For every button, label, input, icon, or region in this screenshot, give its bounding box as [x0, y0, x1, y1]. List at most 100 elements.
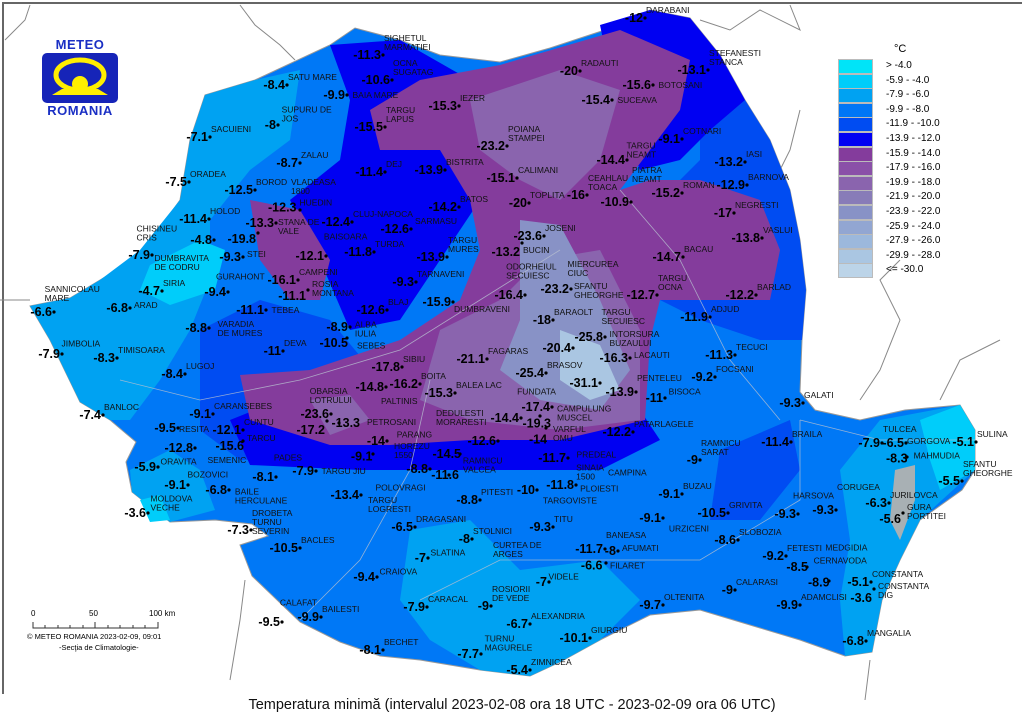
- station-name: BUCIN: [523, 245, 549, 255]
- station-name: BOROD: [256, 177, 287, 187]
- station: -14 SINAIA 1500: [529, 426, 604, 482]
- station: -13.4 TARGU LOGRESTI: [331, 488, 411, 514]
- station-name: BATOS: [460, 194, 488, 204]
- station-value: -8: [605, 544, 616, 558]
- station-value: -9.1: [658, 132, 680, 146]
- station: -12.3 HUEDIN: [268, 197, 332, 214]
- station-dot: [375, 575, 379, 579]
- station-value: -3.6: [124, 506, 146, 520]
- station-dot: [745, 183, 749, 187]
- station-name: BAILESTI: [322, 604, 359, 614]
- station-dot: [629, 200, 633, 204]
- logo-emblem: [42, 53, 118, 103]
- station-value: -8.8: [185, 321, 207, 335]
- station-dot: [732, 211, 736, 215]
- station-dot: [603, 335, 607, 339]
- station-dot: [616, 549, 620, 553]
- station-dot: [426, 556, 430, 560]
- station-dot: [337, 421, 341, 425]
- station-name: CARACAL: [428, 594, 468, 604]
- station-value: -8.5: [786, 560, 808, 574]
- station-value: -11.7: [575, 542, 603, 556]
- station-name: IASI: [746, 149, 762, 159]
- station-value: -5.1: [952, 435, 974, 449]
- legend-label: > -4.0: [886, 60, 912, 71]
- station-name: PLOIESTI: [580, 484, 618, 494]
- station-name: MIERCUREA CIUC: [568, 259, 619, 278]
- station-name: SUCEAVA: [618, 95, 658, 105]
- station-dot: [418, 382, 422, 386]
- station-value: -6.3: [865, 496, 887, 510]
- station-name: SIGHETUL MARMATIEI: [384, 33, 431, 52]
- station-name: DEVA: [284, 338, 307, 348]
- legend-swatch: [838, 161, 873, 177]
- station-value: -6.5: [882, 436, 904, 450]
- station-value: -12.6: [381, 222, 410, 236]
- station-name: ODORHEIUL SECUIESC: [506, 262, 557, 281]
- station-name: PITESTI: [481, 487, 513, 497]
- station-dot: [603, 547, 607, 551]
- station-name: TARGU SECUIESC: [602, 307, 645, 326]
- legend-item: -13.9 - -12.0: [836, 132, 976, 147]
- station-value: -18: [533, 313, 551, 327]
- station-dot: [457, 205, 461, 209]
- legend-label: -11.9 - -10.0: [886, 118, 940, 130]
- station-name: AFUMATI: [622, 543, 659, 553]
- station-value: -8.9: [808, 576, 830, 590]
- station-dot: [478, 498, 482, 502]
- station-dot: [298, 208, 302, 212]
- station-name: SACUIENI: [211, 124, 251, 134]
- station-dot: [470, 537, 474, 541]
- station-value: -16.3: [600, 351, 629, 365]
- station-value: -13.8: [732, 231, 761, 245]
- station-name: ZALAU: [301, 150, 328, 160]
- station-dot: [451, 300, 455, 304]
- station: -5.9 ORAVITA: [134, 457, 196, 474]
- station-value: -8.1: [359, 643, 381, 657]
- station-dot: [183, 372, 187, 376]
- station-value: -12.6: [468, 434, 497, 448]
- station-name: BAISOARA: [324, 231, 368, 241]
- station-name: VARADIA DE MURES: [218, 319, 263, 338]
- station: -12.8 SEMENIC: [165, 441, 247, 465]
- station-dot: [547, 580, 551, 584]
- station: -8.3 MAHMUDIA: [886, 451, 960, 466]
- station-value: -6.5: [391, 520, 413, 534]
- scale-tick-50: 50: [89, 609, 98, 618]
- station-value: -9.1: [164, 478, 186, 492]
- station-name: SEMENIC: [208, 455, 247, 465]
- station-value: -9.3: [529, 520, 551, 534]
- station-dot: [384, 385, 388, 389]
- station: -8 AFUMATI: [605, 543, 659, 558]
- station-name: TECUCI: [736, 342, 768, 352]
- station-value: -8.8: [406, 462, 428, 476]
- station-name: OBARSIA LOTRULUI: [310, 386, 352, 405]
- station-value: -20: [509, 196, 527, 210]
- station-dot: [661, 603, 665, 607]
- station-name: TULCEA: [883, 424, 917, 434]
- station: -23.2 MIERCUREA CIUC: [541, 259, 619, 296]
- station: -6.6 FILARET: [581, 559, 645, 573]
- station-value: -13.9: [606, 385, 635, 399]
- station-name: HUEDIN: [300, 197, 333, 207]
- legend-label: -21.9 - -20.0: [886, 191, 941, 203]
- station-name: GORGOVA: [907, 436, 951, 446]
- station-name: SFANTU GHEORGHE: [963, 459, 1013, 478]
- station-name: CURTEA DE ARGES: [493, 540, 542, 559]
- map-title: Temperatura minimă (intervalul 2023-02-0…: [248, 697, 776, 713]
- station-dot: [680, 492, 684, 496]
- station-value: -31.1: [570, 376, 599, 390]
- station-name: TURDA: [375, 239, 405, 249]
- station-name: TARGU JIU: [322, 466, 366, 476]
- station-value: -11.6: [431, 468, 459, 482]
